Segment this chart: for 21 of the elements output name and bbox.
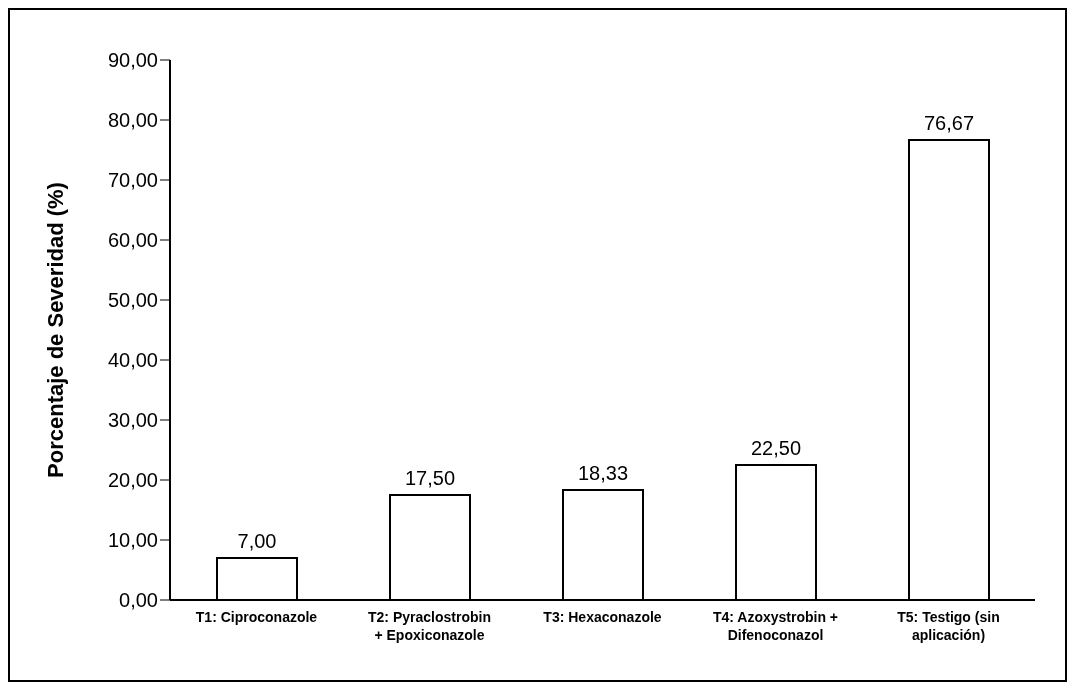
data-label: 22,50	[750, 437, 802, 459]
data-label: 76,67	[923, 111, 975, 134]
y-tick-label: 80,00	[107, 109, 158, 132]
x-tick-label: T3: Hexaconazole	[543, 609, 662, 625]
y-tick-label: 30,00	[107, 409, 158, 432]
y-tick-label: 70,00	[107, 169, 158, 192]
y-axis-title: Porcentaje de Severidad (%)	[42, 182, 68, 478]
y-tick-label: 60,00	[107, 229, 158, 252]
data-label: 17,50	[404, 467, 456, 489]
x-tick-label: T1: Ciproconazole	[195, 609, 318, 625]
data-label: 18,33	[577, 462, 629, 485]
data-label: 7,00	[237, 530, 277, 552]
y-tick-label: 0,00	[119, 589, 158, 612]
x-tick-label: T4: Azoxystrobin + Difenoconazol	[712, 609, 839, 643]
y-tick-label: 40,00	[107, 349, 158, 372]
y-tick-label: 50,00	[107, 289, 158, 312]
y-tick-label: 20,00	[107, 469, 158, 492]
x-tick-label: T5: Testigo (sin aplicación)	[897, 609, 1000, 643]
x-tick-label: T2: Pyraclostrobin + Epoxiconazole	[368, 609, 491, 643]
y-tick-label: 10,00	[107, 529, 158, 552]
y-tick-label: 90,00	[107, 49, 158, 72]
